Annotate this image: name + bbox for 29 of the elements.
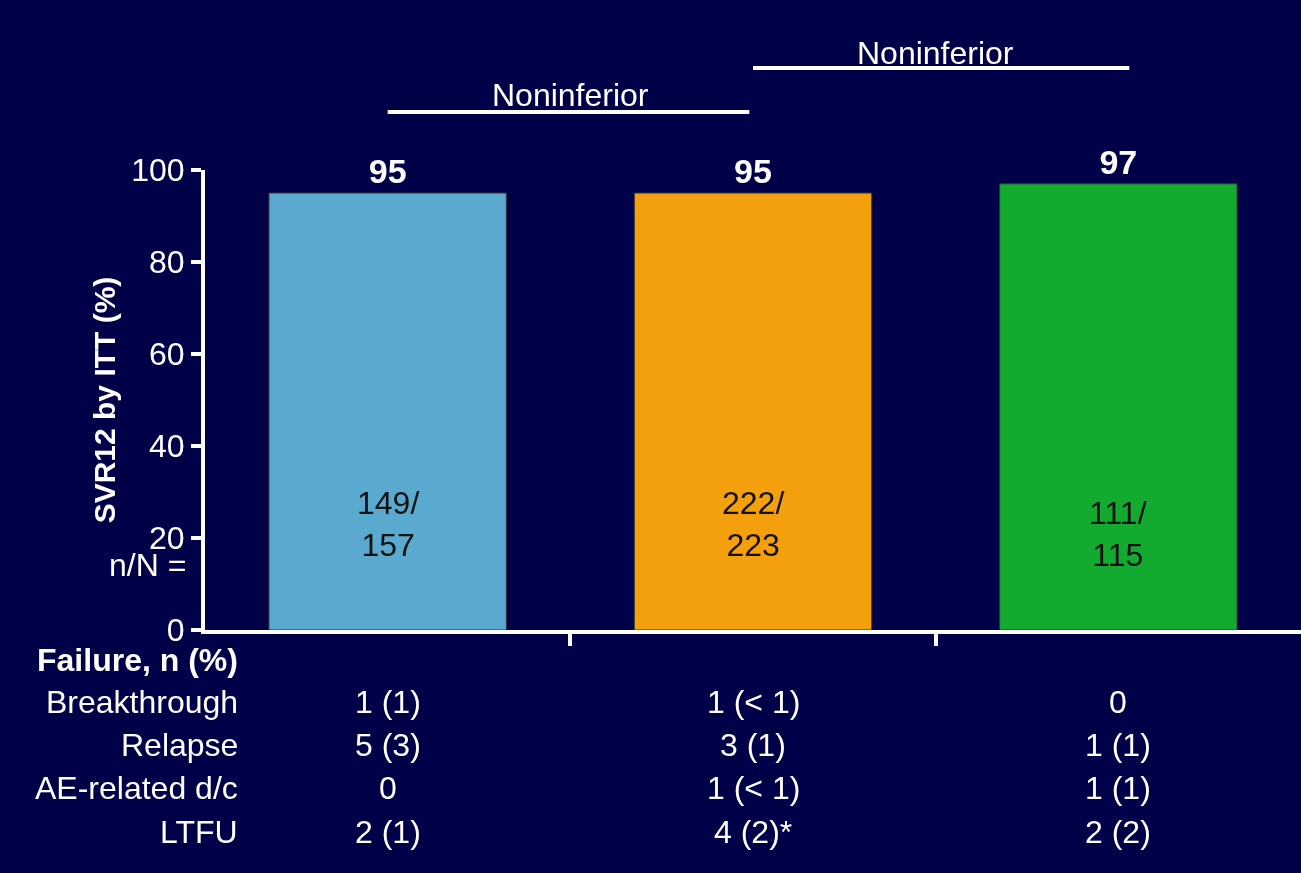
text: 1 (1) (1085, 727, 1151, 763)
text: Breakthrough (46, 684, 239, 720)
annotation: 111/ 115 (1089, 495, 1147, 573)
y-axis-title: SVR12 by ITT (%) (87, 276, 121, 524)
text: 3 (1) (720, 727, 786, 763)
y-tick-label: 60 (149, 336, 185, 373)
text: AE-related d/c (35, 770, 238, 806)
data-label: 95 (368, 152, 407, 190)
text: 2 (2) (1085, 814, 1151, 850)
text: 0 (379, 770, 397, 806)
text: Noninferior (492, 77, 649, 113)
text: 4 (2)* (714, 814, 793, 850)
data-label: 97 (1099, 142, 1138, 181)
text: 0 (1109, 684, 1127, 720)
y-tick-label: 100 (131, 152, 185, 189)
annotation: 149/ 157 (357, 485, 420, 563)
text: 1 (1) (355, 684, 421, 720)
annotation: 222/ 223 (722, 485, 785, 563)
text: 2 (1) (355, 814, 421, 850)
text: Noninferior (857, 35, 1014, 71)
text: 1 (1) (1085, 770, 1151, 806)
y-tick-label: 40 (149, 428, 185, 465)
text: 1 (< 1) (707, 684, 801, 720)
y-tick-label: 80 (149, 244, 185, 281)
text: 5 (3) (355, 727, 421, 763)
data-label: 95 (734, 152, 772, 190)
text: LTFU (160, 814, 238, 850)
text: 1 (< 1) (707, 770, 801, 806)
text: Relapse (121, 727, 239, 763)
